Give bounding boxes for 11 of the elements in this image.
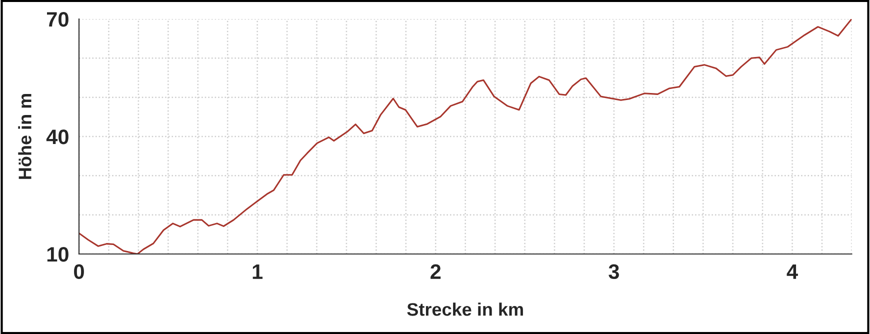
x-tick-label: 4 <box>786 264 798 279</box>
y-tick-label: 70 <box>47 12 68 27</box>
x-tick-label: 0 <box>74 264 84 280</box>
x-tick-label: 2 <box>430 264 441 279</box>
x-tick-label: 3 <box>608 264 619 280</box>
y-tick-label: 40 <box>46 130 68 144</box>
y-axis-title: Höhe in m <box>18 94 32 179</box>
x-tick-label: 1 <box>252 264 263 279</box>
line-series <box>79 19 852 254</box>
y-tick-label: 10 <box>47 247 68 262</box>
x-axis-title: Strecke in km <box>407 302 523 316</box>
